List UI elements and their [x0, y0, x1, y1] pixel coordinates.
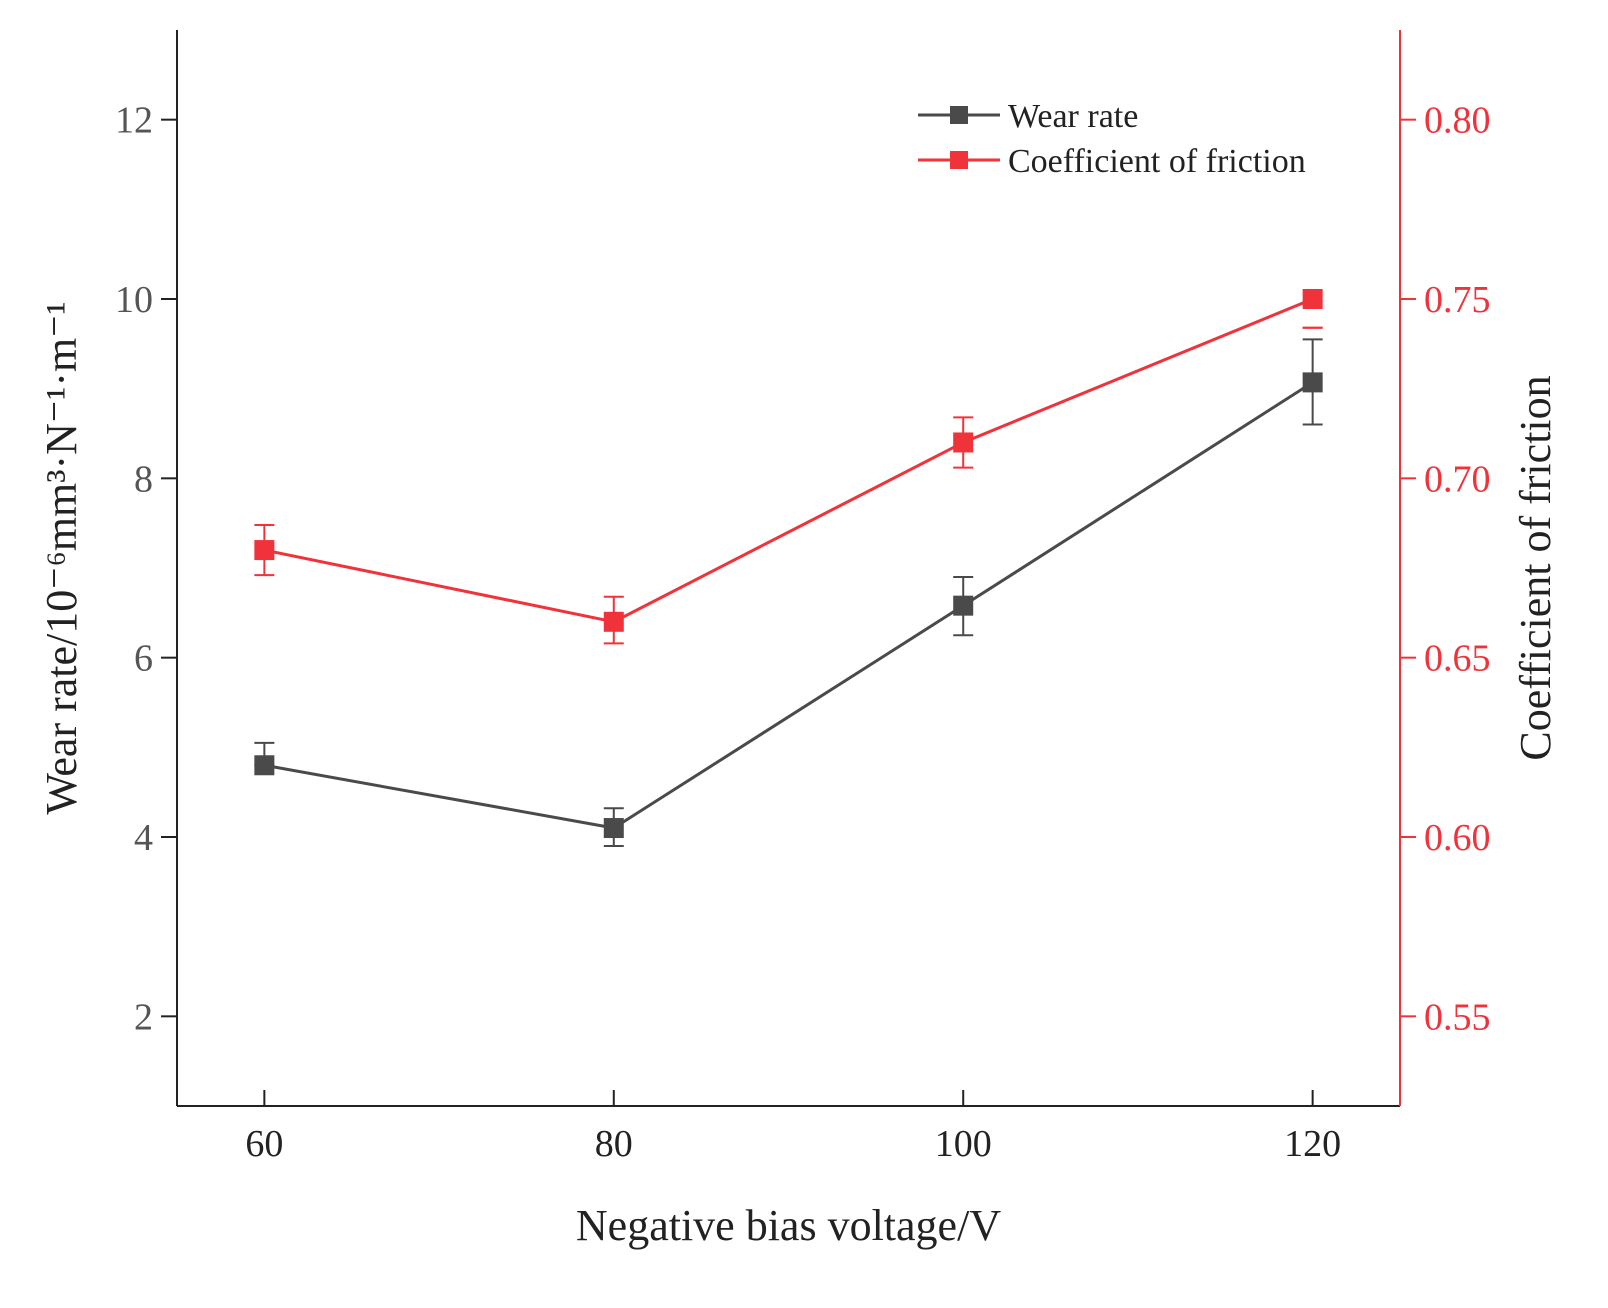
- right-y-axis-title: Coefficient of friction: [1511, 375, 1560, 760]
- left-y-tick-label-4: 4: [134, 817, 153, 859]
- right-y-tick-label-0.65: 0.65: [1424, 638, 1491, 680]
- legend: Wear rate Coefficient of friction: [918, 98, 1306, 180]
- left-y-tick-label-6: 6: [134, 638, 153, 680]
- left-y-tick-label-10: 10: [115, 279, 153, 321]
- friction-point-80: [603, 611, 624, 632]
- wear-rate-series-line: [264, 381, 1314, 830]
- right-y-tick-label-0.55: 0.55: [1424, 996, 1491, 1038]
- legend-friction-label: Coefficient of friction: [1008, 143, 1306, 180]
- friction-series-line: [264, 297, 1314, 624]
- x-tick-label-120: 120: [1284, 1123, 1341, 1165]
- right-y-tick-label-0.75: 0.75: [1424, 279, 1491, 321]
- friction-point-60: [254, 540, 275, 561]
- left-y-tick-label-2: 2: [134, 996, 153, 1038]
- wear-rate-point-100: [953, 595, 974, 616]
- x-tick-label-80: 80: [595, 1123, 633, 1165]
- right-y-tick-label-0.70: 0.70: [1424, 458, 1491, 500]
- axes-layer: 60 80 100 120 2 4 6 8 10 12 0.55 0.60 0.65 0.70 0.75 0.…: [115, 30, 1491, 1165]
- labels-layer: Negative bias voltage/V Wear rate/10⁻⁶mm…: [37, 301, 1560, 1250]
- left-y-axis-title: Wear rate/10⁻⁶mm³·N⁻¹·m⁻¹: [37, 301, 86, 814]
- right-y-tick-label-0.80: 0.80: [1424, 100, 1491, 142]
- wear-rate-point-60: [254, 755, 275, 776]
- x-tick-label-100: 100: [935, 1123, 992, 1165]
- right-y-tick-label-0.60: 0.60: [1424, 817, 1491, 859]
- left-y-tick-label-8: 8: [134, 458, 153, 500]
- friction-point-100: [953, 432, 974, 453]
- wear-rate-point-120: [1302, 372, 1323, 393]
- legend-friction-marker: [950, 151, 968, 169]
- left-y-tick-label-12: 12: [115, 100, 153, 142]
- x-tick-label-60: 60: [245, 1123, 283, 1165]
- friction-point-120: [1302, 289, 1323, 309]
- x-axis-title: Negative bias voltage/V: [576, 1201, 1001, 1250]
- legend-wear-rate-marker: [950, 106, 968, 124]
- wear-rate-point-80: [603, 818, 624, 839]
- legend-wear-rate-label: Wear rate: [1008, 98, 1138, 135]
- series-layer: [254, 289, 1323, 847]
